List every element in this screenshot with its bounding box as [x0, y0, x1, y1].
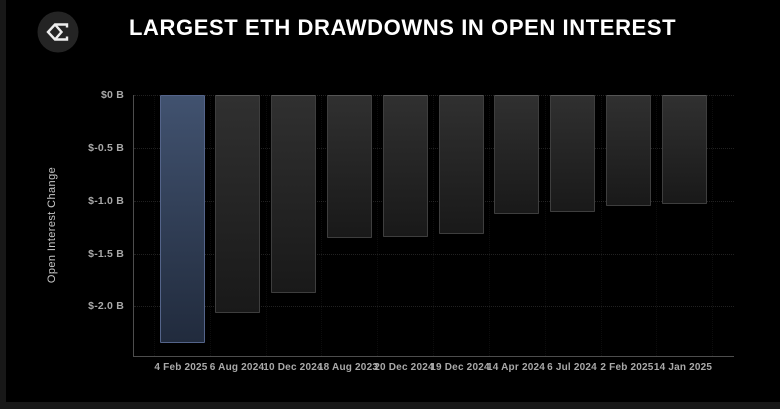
- bar-4-feb-2025: [160, 95, 205, 343]
- bar-14-jan-2025: [662, 95, 707, 204]
- y-tick-label--2-0-b: $-2.0 B: [88, 300, 124, 312]
- bar-6-jul-2024: [550, 95, 595, 212]
- screen-left-edge: [0, 0, 6, 409]
- gridline-vertical-5: [433, 95, 434, 356]
- gridline-vertical-8: [601, 95, 602, 356]
- x-tick-label-19-dec-2024: 19 Dec 2024: [430, 362, 490, 373]
- x-tick-label-18-aug-2023: 18 Aug 2023: [317, 362, 379, 373]
- bar-2-feb-2025: [606, 95, 651, 206]
- x-tick-label-14-apr-2024: 14 Apr 2024: [487, 362, 545, 373]
- y-axis-tick-labels: $0 B $-0.5 B $-1.0 B $-1.5 B $-2.0 B: [64, 89, 124, 356]
- x-tick-label-6-jul-2024: 6 Jul 2024: [547, 362, 597, 373]
- x-tick-label-20-dec-2024: 20 Dec 2024: [374, 362, 434, 373]
- gridline-vertical-4: [377, 95, 378, 356]
- gridline--2-0-b: [134, 306, 734, 307]
- screen-bottom-edge: [0, 402, 780, 409]
- bar-19-dec-2024: [439, 95, 484, 234]
- chart-title: LARGEST ETH DRAWDOWNS IN OPEN INTEREST: [129, 15, 677, 40]
- gridline--0-b: [134, 95, 734, 96]
- x-tick-label-2-feb-2025: 2 Feb 2025: [600, 362, 654, 373]
- y-tick-label--1-0-b: $-1.0 B: [88, 195, 124, 207]
- y-tick-label--1-5-b: $-1.5 B: [88, 248, 124, 260]
- sigma-logo-icon: [37, 11, 79, 53]
- gridline-vertical-6: [489, 95, 490, 356]
- y-axis-title: Open Interest Change: [46, 166, 58, 284]
- gridline--0-5-b: [134, 148, 734, 149]
- bar-14-apr-2024: [494, 95, 539, 214]
- x-tick-label-14-jan-2025: 14 Jan 2025: [653, 362, 713, 373]
- gridline--1-0-b: [134, 201, 734, 202]
- bar-18-aug-2023: [327, 95, 372, 238]
- gridline-vertical-7: [545, 95, 546, 356]
- gridline-vertical-3: [321, 95, 322, 356]
- x-tick-label-10-dec-2024: 10 Dec 2024: [263, 362, 323, 373]
- gridline-vertical-9: [656, 95, 657, 356]
- x-tick-label-4-feb-2025: 4 Feb 2025: [154, 362, 208, 373]
- gridline--1-5-b: [134, 254, 734, 255]
- bar-20-dec-2024: [383, 95, 428, 237]
- bar-6-aug-2024: [215, 95, 260, 313]
- gridline-vertical-0: [154, 95, 155, 356]
- x-tick-label-6-aug-2024: 6 Aug 2024: [209, 362, 265, 373]
- gridline-vertical-1: [210, 95, 211, 356]
- bar-10-dec-2024: [271, 95, 316, 293]
- y-tick-label--0-5-b: $-0.5 B: [88, 142, 124, 154]
- gridline-vertical-10: [712, 95, 713, 356]
- y-tick-label--0-b: $0 B: [101, 89, 124, 101]
- gridline-vertical-2: [266, 95, 267, 356]
- plot-area: [133, 95, 734, 357]
- x-axis-tick-labels: 4 Feb 2025 6 Aug 2024 10 Dec 2024 18 Aug 20…: [133, 362, 733, 378]
